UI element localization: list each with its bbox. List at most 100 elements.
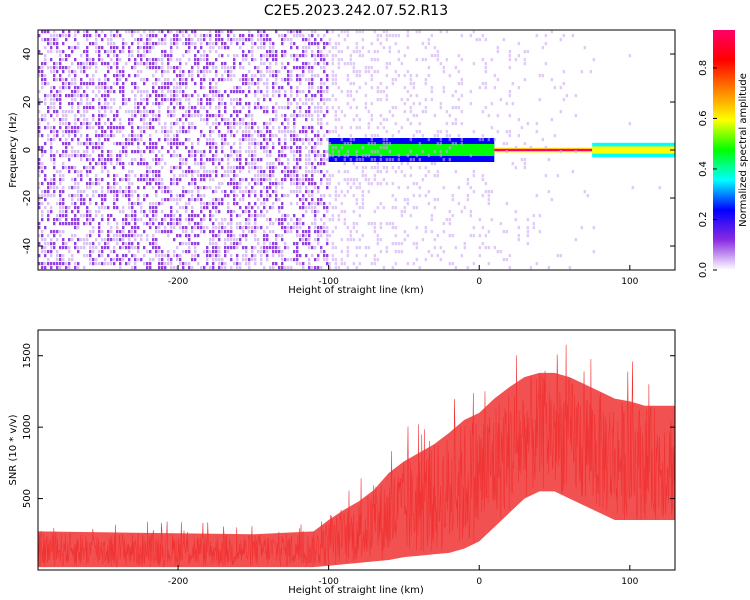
spectrogram-noise-pixel [197, 110, 200, 114]
spectrogram-noise-pixel [317, 266, 320, 270]
spectrogram-noise-pixel [305, 166, 308, 170]
spectrogram-fade-pixel [526, 230, 530, 234]
spectrogram-noise-pixel [65, 138, 68, 142]
spectrogram-noise-pixel [101, 186, 104, 190]
spectrogram-noise-pixel [119, 130, 122, 134]
spectrogram-noise-pixel [50, 50, 53, 54]
spectrogram-noise-pixel [278, 210, 281, 214]
spectrogram-fade-pixel [514, 146, 518, 150]
spectrogram-noise-pixel [254, 166, 257, 170]
spectrogram-noise-pixel [308, 206, 311, 210]
spectrogram-noise-pixel [242, 130, 245, 134]
spectrogram-noise-pixel [71, 106, 74, 110]
spectrogram-noise-pixel [95, 178, 98, 182]
spectrogram-noise-pixel [158, 118, 161, 122]
spectrogram-fade-pixel [562, 34, 566, 38]
spectrogram-noise-pixel [146, 102, 149, 106]
spectrogram-fade-pixel [418, 142, 422, 146]
spectrogram-noise-pixel [305, 54, 308, 58]
spectrogram-noise-pixel [212, 158, 215, 162]
spectrogram-noise-pixel [50, 58, 53, 62]
spectrogram-fade-pixel [445, 134, 449, 138]
spectrogram-noise-pixel [299, 54, 302, 58]
spectrogram-fade-pixel [487, 202, 491, 206]
spectrogram-noise-pixel [176, 198, 179, 202]
spectrogram-noise-pixel [74, 202, 77, 206]
spectrogram-noise-pixel [68, 86, 71, 90]
spectrogram-noise-pixel [38, 166, 41, 170]
spectrogram-noise-pixel [113, 202, 116, 206]
spectrogram-noise-pixel [170, 182, 173, 186]
spectrogram-noise-pixel [251, 54, 254, 58]
spectrogram-noise-pixel [323, 162, 326, 166]
spectrogram-noise-pixel [302, 138, 305, 142]
spectrogram-noise-pixel [176, 82, 179, 86]
spectrogram-noise-pixel [308, 182, 311, 186]
spectrogram-fade-pixel [583, 46, 587, 50]
spectrogram-fade-pixel [358, 214, 362, 218]
spectrogram-noise-pixel [110, 122, 113, 126]
spectrogram-noise-pixel [65, 130, 68, 134]
spectrogram-noise-pixel [185, 206, 188, 210]
spectrogram-noise-pixel [128, 198, 131, 202]
spectrogram-noise-pixel [158, 102, 161, 106]
spectrogram-noise-pixel [206, 118, 209, 122]
spectrogram-noise-pixel [194, 30, 197, 34]
spectrogram-noise-pixel [137, 50, 140, 54]
spectrogram-noise-pixel [110, 134, 113, 138]
spectrogram-noise-pixel [65, 154, 68, 158]
spectrogram-noise-pixel [230, 218, 233, 222]
spectrogram-noise-pixel [116, 70, 119, 74]
spectrogram-noise-pixel [176, 234, 179, 238]
spectrogram-noise-pixel [284, 154, 287, 158]
spectrogram-noise-pixel [119, 234, 122, 238]
spectrogram-fade-pixel [346, 254, 350, 258]
spectrogram-fade-pixel [361, 166, 365, 170]
spectrogram-fade-pixel [355, 166, 359, 170]
spectrogram-fade-pixel [526, 122, 530, 126]
spectrogram-noise-pixel [224, 242, 227, 246]
spectrogram-noise-pixel [74, 266, 77, 270]
spectrogram-noise-pixel [206, 114, 209, 118]
spectrogram-noise-pixel [215, 122, 218, 126]
spectrogram-noise-pixel [53, 62, 56, 66]
spectrogram-noise-pixel [131, 158, 134, 162]
spectrogram-noise-pixel [47, 234, 50, 238]
spectrogram-noise-pixel [152, 34, 155, 38]
spectrogram-noise-pixel [245, 122, 248, 126]
spectrogram-noise-pixel [212, 114, 215, 118]
spectrogram-fade-pixel [508, 114, 512, 118]
spectrogram-noise-pixel [215, 242, 218, 246]
spectrogram-noise-pixel [314, 94, 317, 98]
spectrogram-fade-pixel [358, 54, 362, 58]
spectrogram-noise-pixel [227, 142, 230, 146]
spectrogram-noise-pixel [272, 54, 275, 58]
spectrogram-noise-pixel [242, 38, 245, 42]
spectrogram-noise-pixel [74, 74, 77, 78]
spectrogram-noise-pixel [245, 210, 248, 214]
spectrogram-fade-pixel [463, 242, 467, 246]
spectrogram-noise-pixel [227, 170, 230, 174]
spectrogram-noise-pixel [203, 150, 206, 154]
spectrogram-fade-pixel [373, 150, 377, 154]
spectrogram-fade-pixel [505, 130, 509, 134]
spectrogram-noise-pixel [191, 146, 194, 150]
spectrogram-fade-pixel [331, 130, 335, 134]
spectrogram-noise-pixel [269, 178, 272, 182]
spectrogram-noise-pixel [68, 126, 71, 130]
spectrogram-noise-pixel [299, 182, 302, 186]
spectrogram-fade-pixel [343, 154, 347, 158]
spectrogram-noise-pixel [158, 114, 161, 118]
spectrogram-noise-pixel [89, 82, 92, 86]
spectrogram-noise-pixel [167, 54, 170, 58]
spectrogram-noise-pixel [167, 190, 170, 194]
spectrogram-noise-pixel [140, 38, 143, 42]
spectrogram-noise-pixel [152, 214, 155, 218]
spectrogram-noise-pixel [233, 202, 236, 206]
spectrogram-fade-pixel [436, 174, 440, 178]
spectrogram-noise-pixel [158, 138, 161, 142]
spectrogram-noise-pixel [131, 234, 134, 238]
spectrogram-noise-pixel [74, 122, 77, 126]
spectrogram-noise-pixel [257, 250, 260, 254]
spectrogram-noise-pixel [95, 142, 98, 146]
